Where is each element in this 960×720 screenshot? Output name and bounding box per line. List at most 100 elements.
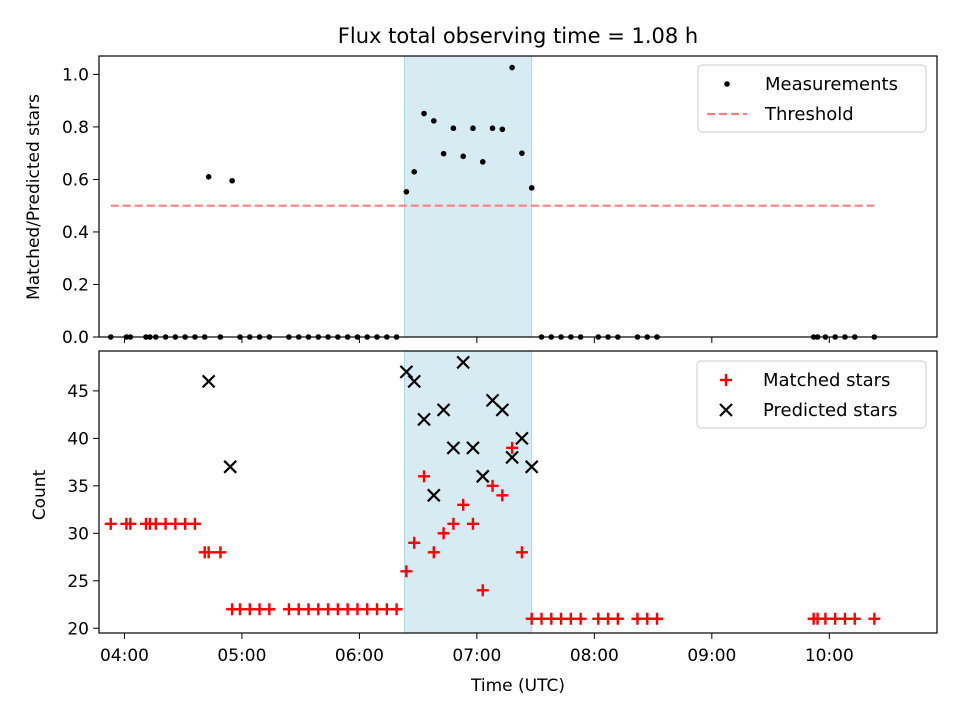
predicted-stars-point: [505, 450, 519, 465]
bottom-highlight-layer: [403, 350, 533, 634]
predicted-stars-point: [223, 460, 237, 474]
measurements-point: [431, 118, 437, 124]
matched-stars-point: [400, 565, 413, 578]
matched-stars-point: [476, 584, 489, 597]
matched-stars-point: [390, 603, 403, 616]
bottom-series-layer: [104, 355, 881, 625]
matched-stars-point: [447, 517, 460, 530]
measurements-point: [528, 185, 535, 191]
matched-stars-point: [418, 470, 431, 483]
matched-stars-point: [408, 536, 421, 549]
matched-stars-point: [574, 612, 587, 625]
matched-stars-point: [496, 489, 509, 502]
top-y-tick-label: 0.6: [62, 170, 89, 190]
matched-stars-point: [437, 527, 450, 540]
x-tick-label: 04:00: [100, 646, 149, 666]
predicted-stars-point: [399, 365, 414, 379]
bottom-y-axis-label: Count: [30, 469, 50, 520]
matched-stars-point: [486, 479, 499, 492]
measurements-point: [460, 153, 466, 160]
predicted-stars-point: [417, 412, 431, 427]
bottom-axes-frame: [98, 350, 938, 634]
bottom-y-ticks: 20 25 30 35 40 45: [67, 382, 99, 639]
predicted-stars-point: [524, 460, 539, 474]
matched-stars-point: [515, 546, 528, 559]
measurements-point: [470, 125, 476, 132]
legend-matched-marker: [720, 374, 732, 386]
legend-measurements-label: Measurements: [765, 74, 898, 95]
predicted-stars-point: [436, 403, 451, 417]
legend-predicted-marker: [719, 403, 733, 417]
x-tick-label: 06:00: [335, 646, 384, 666]
x-tick-label: 07:00: [452, 646, 501, 666]
matched-stars-point: [506, 441, 519, 454]
predicted-stars-point: [427, 488, 441, 503]
x-tick-label: 10:00: [805, 646, 854, 666]
x-tick-label: 05:00: [217, 646, 266, 666]
matched-stars-point: [427, 546, 440, 559]
measurements-point: [489, 125, 496, 132]
top-y-tick-label: 0.8: [62, 118, 89, 138]
predicted-stars-point: [446, 441, 461, 455]
matched-stars-point: [188, 517, 201, 530]
matched-stars-point: [214, 546, 227, 559]
top-y-tick-label: 0.4: [62, 223, 89, 243]
matched-stars-point: [202, 546, 215, 559]
legend-measurements-marker: [724, 81, 730, 87]
bottom-y-tick-label: 25: [67, 572, 89, 592]
matched-stars-point: [868, 612, 881, 625]
measurements-point: [509, 64, 515, 71]
top-legend: Measurements Threshold: [697, 64, 927, 133]
top-highlight-span: [403, 55, 533, 338]
predicted-stars-point: [407, 374, 422, 389]
bottom-y-tick-label: 40: [67, 429, 89, 449]
top-panel: 0.0 0.2 0.4 0.6 0.8 1.0 Matched/Predicted sta…: [24, 55, 938, 348]
measurements-point: [421, 110, 427, 117]
top-y-ticks: 0.0 0.2 0.4 0.6 0.8 1.0: [62, 65, 99, 348]
measurements-point: [450, 125, 457, 132]
matched-stars-point: [848, 612, 861, 625]
bottom-y-tick-label: 45: [67, 382, 89, 402]
predicted-stars-point: [201, 374, 216, 389]
predicted-stars-point: [495, 403, 510, 417]
bottom-legend: Matched stars Predicted stars: [696, 360, 927, 429]
chart-title: Flux total observing time = 1.08 h: [338, 24, 698, 48]
measurements-point: [499, 126, 506, 133]
measurements-point: [479, 159, 486, 165]
predicted-stars-point: [475, 469, 490, 484]
x-tick-label: 08:00: [570, 646, 619, 666]
matched-stars-point: [263, 603, 276, 616]
legend-threshold-label: Threshold: [764, 104, 854, 125]
top-y-axis-label: Matched/Predicted stars: [24, 94, 44, 300]
bottom-legend-box: [696, 360, 927, 429]
bottom-y-tick-label: 30: [67, 524, 89, 544]
top-x-ticks: [123, 337, 830, 343]
predicted-stars-point: [466, 441, 480, 455]
matched-stars-point: [457, 498, 470, 511]
bottom-panel: 20 25 30 35 40 45 04:00 05:00 06:00 07:00 08:00 09…: [30, 350, 938, 696]
top-highlight-layer: [403, 55, 533, 338]
legend-predicted-label: Predicted stars: [763, 400, 897, 421]
measurements-point: [403, 188, 410, 195]
top-y-tick-label: 0.2: [62, 275, 89, 295]
measurements-point: [519, 150, 525, 156]
top-y-tick-label: 0.0: [62, 328, 89, 348]
matched-stars-point: [104, 517, 117, 530]
bottom-highlight-span: [403, 350, 533, 634]
top-y-tick-label: 1.0: [62, 65, 89, 85]
x-tick-label: 09:00: [687, 646, 736, 666]
predicted-stars-point: [515, 431, 529, 446]
predicted-stars-point: [456, 355, 470, 370]
matched-stars-point: [651, 612, 664, 625]
x-axis-label: Time (UTC): [470, 676, 565, 696]
measurements-point: [205, 174, 212, 180]
measurements-point: [229, 177, 235, 184]
measurements-point: [440, 150, 447, 157]
legend-matched-label: Matched stars: [763, 370, 890, 391]
top-axes-frame: [98, 55, 938, 338]
bottom-x-ticks: 04:00 05:00 06:00 07:00 08:00 09:00 10:00: [100, 633, 854, 666]
bottom-y-tick-label: 35: [67, 477, 89, 497]
matched-stars-point: [611, 612, 624, 625]
measurements-point: [411, 169, 418, 175]
